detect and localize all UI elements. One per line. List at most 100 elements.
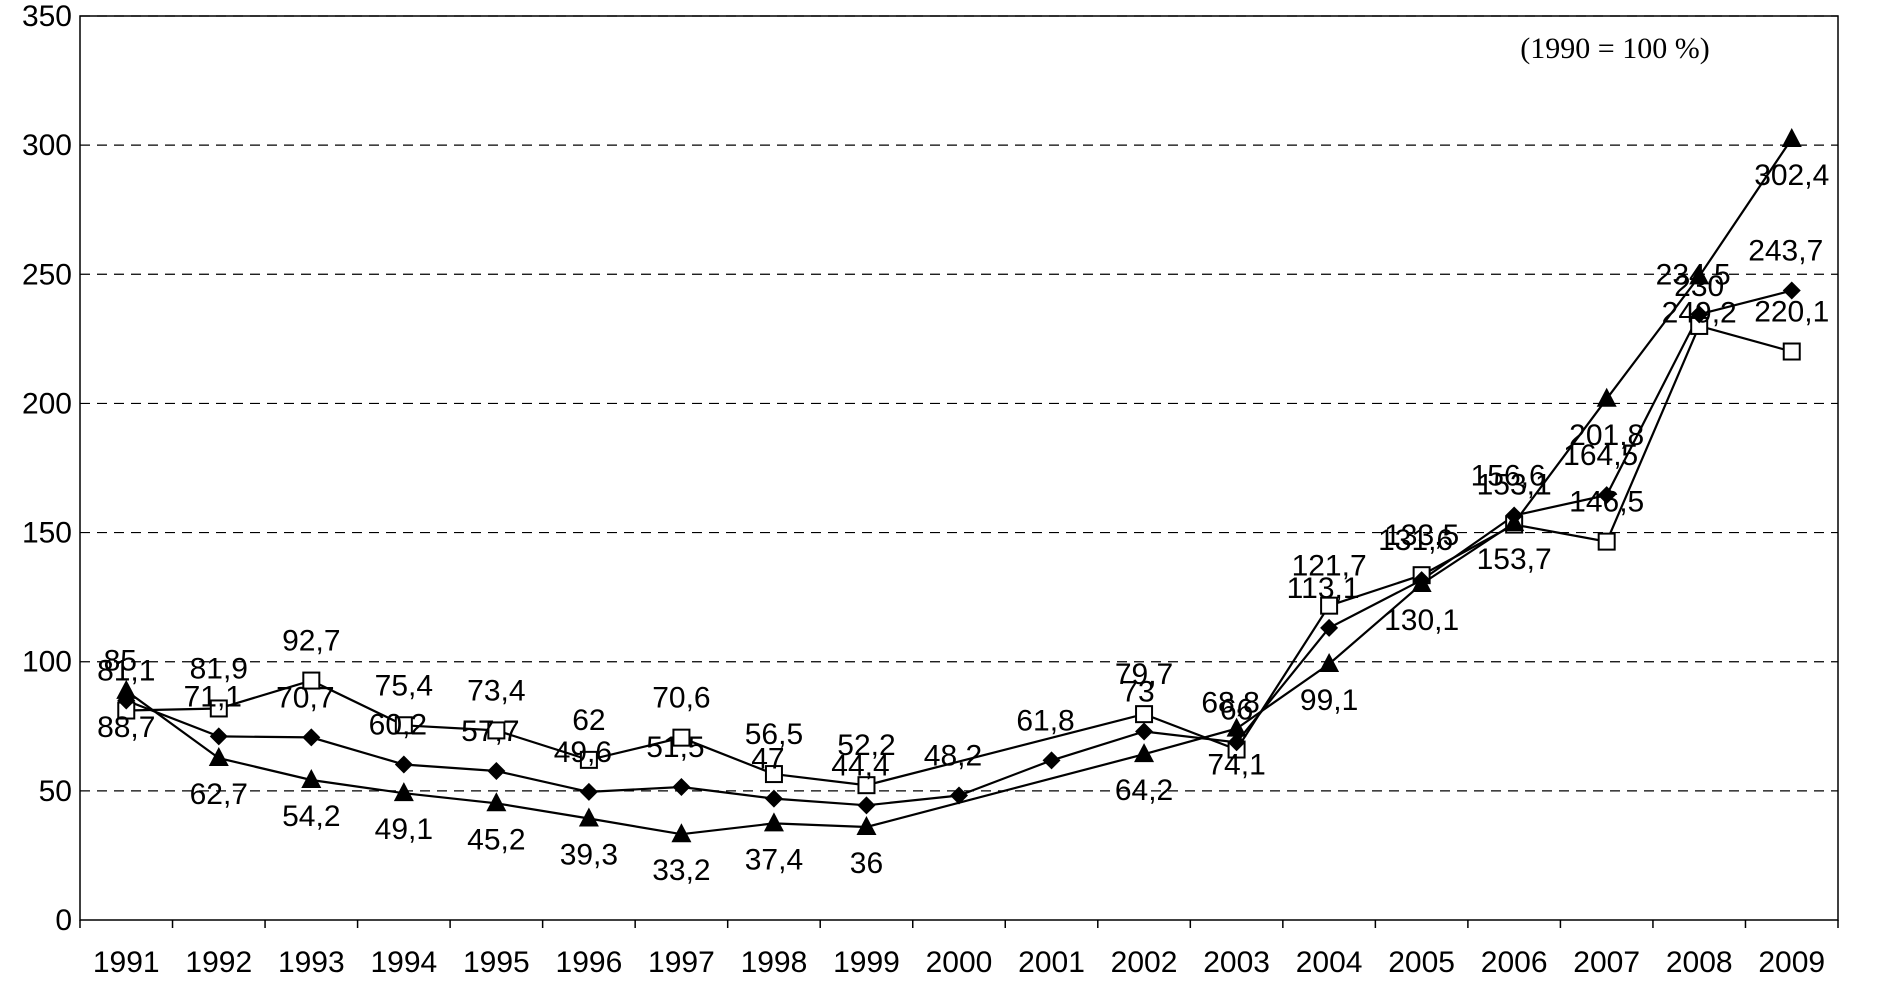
triangle-marker: [578, 807, 599, 827]
diamond-marker: [1597, 486, 1616, 505]
square-marker: [487, 721, 506, 740]
data-label: 62,7: [190, 778, 248, 811]
triangle-marker: [208, 747, 229, 767]
data-label: 243,7: [1748, 235, 1823, 268]
data-label: 56,5: [745, 718, 803, 751]
data-label: 45,2: [467, 823, 525, 856]
y-tick-label: 0: [55, 904, 72, 937]
x-tick-label: 1992: [185, 946, 252, 979]
diamond-marker: [764, 789, 783, 808]
x-tick-label: 2006: [1481, 946, 1548, 979]
x-tick-label: 1999: [833, 946, 900, 979]
x-tick-label: 2007: [1573, 946, 1640, 979]
square-marker: [209, 699, 228, 718]
data-label: 85: [104, 644, 137, 677]
x-tick-label: 1996: [556, 946, 623, 979]
data-label: 164,5: [1563, 439, 1638, 472]
diamond-marker: [302, 728, 321, 747]
data-label: 49,1: [375, 813, 433, 846]
diamond-marker: [579, 782, 598, 801]
triangle-marker: [1226, 717, 1247, 737]
triangle-marker: [1504, 512, 1525, 532]
data-label: 66: [1220, 694, 1253, 727]
diamond-marker: [1227, 733, 1246, 752]
y-tick-label: 50: [39, 775, 72, 808]
data-label: 49,6: [554, 736, 612, 769]
data-label: 81,1: [97, 655, 155, 688]
triangle-marker: [1596, 387, 1617, 407]
data-label: 133,5: [1384, 519, 1459, 552]
data-label: 54,2: [282, 800, 340, 833]
data-label: 249,2: [1662, 296, 1737, 329]
square-marker: [764, 765, 783, 784]
data-label: 130,1: [1384, 604, 1459, 637]
data-label: 70,7: [276, 681, 334, 714]
square-marker: [394, 716, 413, 735]
data-label: 37,4: [745, 843, 803, 876]
triangle-marker: [116, 679, 137, 699]
data-label: 57,7: [461, 715, 519, 748]
x-tick-label: 1998: [741, 946, 808, 979]
data-label: 153,1: [1477, 469, 1552, 502]
data-label: 99,1: [1300, 684, 1358, 717]
triangle-marker: [1411, 572, 1432, 592]
data-label: 62: [572, 704, 605, 737]
x-tick-label: 1991: [93, 946, 160, 979]
square-marker: [672, 728, 691, 747]
diamond-marker: [209, 727, 228, 746]
square-marker: [1782, 342, 1801, 361]
triangle-marker: [486, 792, 507, 812]
data-label: 73: [1121, 675, 1154, 708]
diamond-marker: [1135, 722, 1154, 741]
triangle-marker: [1319, 653, 1340, 673]
data-label: 220,1: [1754, 296, 1829, 329]
triangle-marker: [763, 812, 784, 832]
x-tick-label: 2003: [1203, 946, 1270, 979]
y-tick-label: 100: [22, 646, 72, 679]
data-label: 61,8: [1016, 704, 1074, 737]
y-tick-label: 150: [22, 517, 72, 550]
x-tick-label: 1997: [648, 946, 715, 979]
data-label: 201,8: [1569, 419, 1644, 452]
diamond-marker: [857, 796, 876, 815]
square-marker: [1597, 532, 1616, 551]
data-label: 153,7: [1477, 543, 1552, 576]
x-tick-label: 2005: [1388, 946, 1455, 979]
data-label: 51,5: [646, 731, 704, 764]
data-label: 33,2: [652, 854, 710, 887]
chart-annotation: (1990 = 100 %): [1520, 32, 1709, 65]
square-marker: [1320, 596, 1339, 615]
x-tick-label: 2009: [1758, 946, 1825, 979]
x-tick-label: 2002: [1111, 946, 1178, 979]
diamond-marker: [1320, 618, 1339, 637]
x-tick-label: 2001: [1018, 946, 1085, 979]
square-marker: [1135, 705, 1154, 724]
diamond-marker: [394, 755, 413, 774]
data-label: 92,7: [282, 625, 340, 658]
square-marker: [302, 671, 321, 690]
data-label: 52,2: [837, 729, 895, 762]
data-label: 64,2: [1115, 774, 1173, 807]
triangle-marker: [671, 823, 692, 843]
data-label: 113,1: [1287, 572, 1360, 605]
data-label: 73,4: [467, 674, 525, 707]
x-tick-label: 1993: [278, 946, 345, 979]
x-tick-label: 2004: [1296, 946, 1363, 979]
triangle-marker: [1781, 127, 1802, 147]
y-tick-label: 300: [22, 129, 72, 162]
data-label: 230: [1674, 270, 1724, 303]
diamond-marker: [487, 761, 506, 780]
triangle-marker: [1689, 265, 1710, 285]
data-label: 60,2: [369, 709, 427, 742]
diamond-marker: [1690, 305, 1709, 324]
x-tick-label: 2008: [1666, 946, 1733, 979]
data-label: 156,6: [1471, 460, 1546, 493]
data-label: 36: [850, 847, 883, 880]
data-label: 70,6: [652, 682, 710, 715]
data-label: 234,5: [1656, 258, 1731, 291]
x-tick-label: 2000: [926, 946, 993, 979]
triangle-marker: [393, 782, 414, 802]
y-tick-label: 350: [22, 0, 72, 33]
